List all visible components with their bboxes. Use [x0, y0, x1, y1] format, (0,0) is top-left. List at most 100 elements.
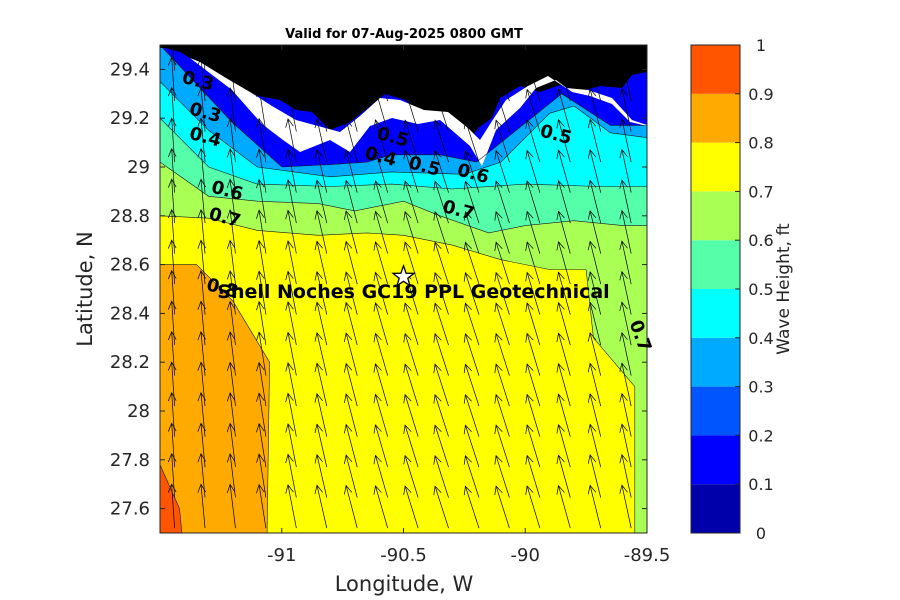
x-tick-label: -89.5	[624, 545, 671, 566]
wave-vector	[373, 454, 389, 498]
coastline-land	[160, 45, 647, 140]
wave-vector	[556, 118, 571, 163]
x-axis-ticks: -91 -90.5 -90 -89.5	[267, 45, 670, 566]
wave-vector	[344, 179, 358, 224]
wave-vector	[344, 484, 358, 529]
wave-vector	[587, 484, 602, 529]
wave-vector	[314, 453, 328, 498]
contour-line-0.8	[160, 215, 636, 533]
wave-vector	[556, 88, 571, 132]
wave-vector	[619, 118, 632, 163]
wave-vector	[587, 393, 602, 437]
site-label: Shell Noches GC19 PPL Geotechnical	[217, 281, 609, 303]
contour-line-0.5	[160, 81, 647, 533]
wave-vector	[285, 331, 297, 376]
colorbar-label: Wave Height, ft	[774, 223, 794, 355]
y-tick-label: 29.4	[110, 59, 150, 80]
wave-vector	[373, 149, 389, 193]
wave-vector	[433, 88, 449, 132]
wave-vector	[167, 391, 177, 437]
y-tick-label: 27.6	[110, 499, 150, 520]
colorbar-swatch	[691, 337, 740, 387]
wave-vector	[433, 454, 449, 498]
wave-vector	[373, 302, 389, 346]
wave-vector	[556, 423, 571, 468]
wave-vector	[256, 331, 267, 376]
wave-vector	[556, 484, 571, 529]
wave-vector	[463, 455, 480, 498]
wave-vector	[494, 241, 510, 285]
y-axis-label: Latitude, N	[73, 231, 97, 347]
colorbar-tick-label: 1	[756, 36, 766, 55]
colorbar-swatch	[691, 386, 740, 436]
colorbar-tick-label: 0.7	[748, 182, 773, 201]
wave-vector	[403, 454, 419, 498]
colorbar-swatch	[691, 240, 740, 289]
wave-vector	[285, 453, 297, 498]
colorbar-swatch	[691, 289, 740, 338]
wave-vector	[463, 241, 480, 285]
wave-vector	[463, 424, 480, 468]
wave-vector	[373, 332, 389, 376]
wave-vector	[285, 240, 297, 285]
y-tick-label: 28.4	[110, 303, 150, 324]
wave-vector	[525, 302, 541, 346]
wave-vector	[314, 331, 328, 376]
wave-vector	[525, 58, 541, 102]
wave-vector	[433, 58, 449, 102]
wave-vector	[619, 392, 632, 437]
wave-vector	[525, 454, 541, 498]
wave-vector	[587, 271, 602, 315]
wave-vector	[373, 485, 389, 529]
wave-vector	[433, 424, 449, 468]
wave-vector	[314, 209, 328, 254]
wave-vector	[373, 363, 389, 407]
wave-vector	[525, 210, 541, 254]
wave-vector	[314, 301, 328, 346]
land-mask	[160, 45, 647, 166]
site-annotation: Shell Noches GC19 PPL Geotechnical	[217, 263, 610, 303]
wave-vector	[373, 58, 389, 102]
wave-vector	[494, 332, 510, 376]
wave-vector	[494, 363, 510, 407]
y-tick-label: 29.2	[110, 108, 150, 129]
wave-vector	[619, 301, 632, 346]
wave-vector	[285, 484, 297, 529]
colorbar-swatch	[691, 93, 740, 143]
wave-vector	[556, 240, 571, 285]
wave-vector	[587, 454, 602, 498]
wave-vector	[562, 45, 571, 71]
wave-vector	[226, 178, 236, 224]
contour-lines	[160, 45, 647, 533]
wave-vector	[344, 57, 358, 102]
wave-vector	[256, 392, 267, 437]
wave-vector	[525, 271, 541, 315]
colorbar-tick-label: 0.3	[748, 378, 773, 397]
colorbar-tick-label: 0.4	[748, 329, 773, 348]
wave-vector	[619, 148, 632, 193]
wave-vector	[373, 241, 389, 285]
colorbar-tick-label: 0.1	[748, 475, 773, 494]
wave-vector	[587, 423, 602, 468]
wave-vector	[494, 149, 510, 193]
wave-vector	[285, 209, 297, 254]
colorbar-tick-label: 0.8	[748, 134, 773, 153]
wave-vector	[172, 45, 175, 71]
wave-vector	[256, 87, 267, 132]
wave-vector	[494, 88, 510, 132]
x-tick-label: -91	[267, 545, 296, 566]
wave-vector	[226, 56, 236, 102]
chart-title: Valid for 07-Aug-2025 0800 GMT	[285, 27, 523, 42]
wave-vector	[373, 393, 389, 437]
wave-vector	[433, 119, 449, 163]
colorbar-tick-label: 0.2	[748, 426, 773, 445]
wave-vector	[494, 271, 510, 315]
wave-vector	[525, 424, 541, 468]
colorbar-tick-label: 0.5	[748, 280, 773, 299]
wave-vector	[619, 270, 632, 315]
wave-vector	[556, 210, 571, 254]
wave-vector	[494, 393, 510, 437]
wave-vector	[373, 88, 389, 132]
colorbar: 0 0.1 0.2 0.3 0.4 0.5 0.6 0.7 0.8 0.9 1	[690, 36, 774, 543]
wave-vector	[587, 362, 602, 407]
